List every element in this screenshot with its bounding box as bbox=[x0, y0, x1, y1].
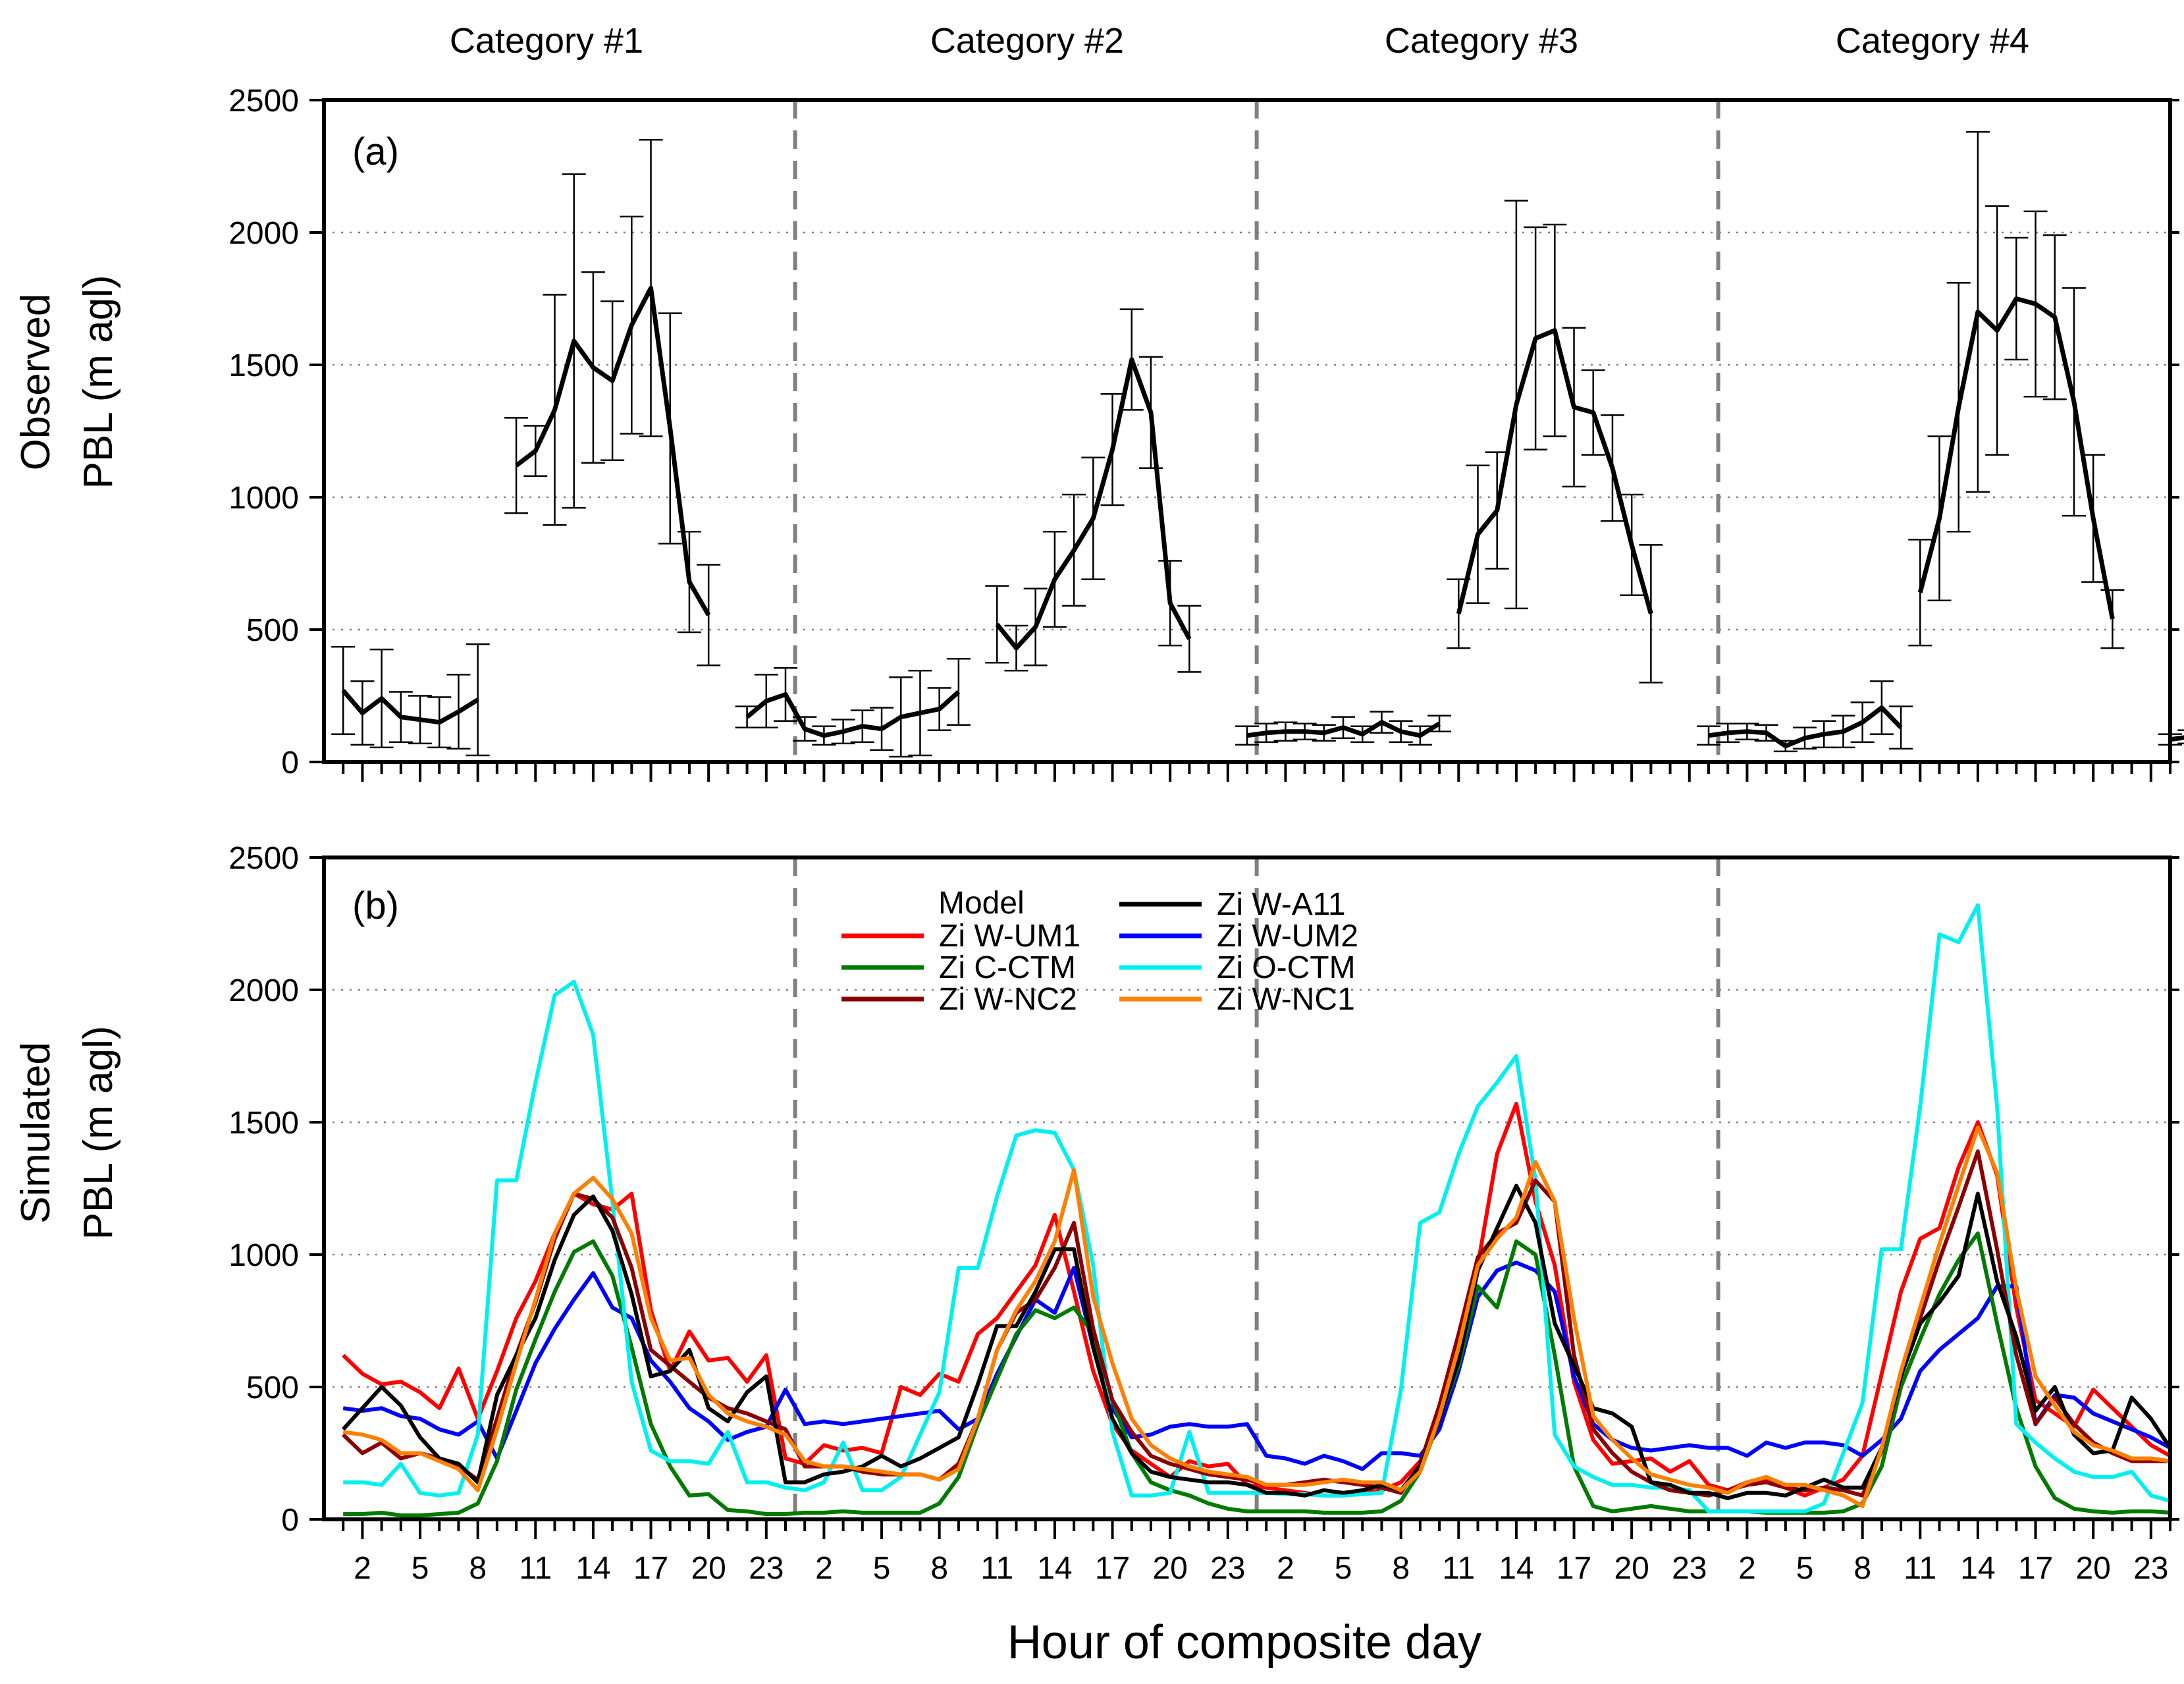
x-tick-label: 2 bbox=[354, 1551, 371, 1586]
panel-a-y-tick-label: 1000 bbox=[228, 481, 299, 516]
x-tick-label: 17 bbox=[2018, 1551, 2053, 1586]
panel-a-y-tick-label: 0 bbox=[281, 746, 299, 780]
x-tick-label: 8 bbox=[469, 1551, 487, 1586]
panel-a-ylabel-line2: PBL (m agl) bbox=[76, 275, 121, 489]
x-tick-label: 8 bbox=[1392, 1551, 1410, 1586]
x-tick-label: 20 bbox=[1152, 1551, 1187, 1586]
x-tick-label: 5 bbox=[1335, 1551, 1352, 1586]
legend-label-zi-w-nc1: Zi W-NC1 bbox=[1217, 982, 1355, 1017]
x-tick-label: 14 bbox=[1499, 1551, 1533, 1586]
x-tick-label: 17 bbox=[1095, 1551, 1130, 1586]
panel-a-y-tick-label: 2000 bbox=[228, 216, 299, 251]
x-tick-label: 20 bbox=[691, 1551, 726, 1586]
legend-label-zi-c-ctm: Zi C-CTM bbox=[939, 950, 1076, 985]
x-tick-label: 11 bbox=[1904, 1551, 1936, 1586]
legend-label-zi-w-um1: Zi W-UM1 bbox=[939, 919, 1080, 954]
x-tick-label: 23 bbox=[2133, 1551, 2168, 1586]
category-label-1: Category #1 bbox=[450, 21, 643, 61]
x-tick-label: 14 bbox=[1960, 1551, 1995, 1586]
legend-label-zi-w-a11: Zi W-A11 bbox=[1217, 887, 1346, 922]
series-line-observed bbox=[745, 690, 961, 738]
panel-b-label: (b) bbox=[352, 884, 399, 927]
panel-a-ylabel-line1: Observed bbox=[13, 294, 59, 471]
legend-label-zi-w-um2: Zi W-UM2 bbox=[1217, 919, 1358, 954]
series-line-observed bbox=[341, 689, 479, 725]
panel-a-y-tick-label: 1500 bbox=[228, 348, 299, 383]
panel-a-y-tick-label: 2500 bbox=[228, 84, 299, 119]
series-line-observed bbox=[2170, 735, 2184, 742]
x-tick-label: 2 bbox=[815, 1551, 833, 1586]
panel-b-ylabel-line1: Simulated bbox=[13, 1042, 59, 1224]
panel-a-label: (a) bbox=[352, 130, 399, 173]
x-tick-label: 14 bbox=[1037, 1551, 1072, 1586]
x-tick-label: 5 bbox=[1796, 1551, 1814, 1586]
legend-title: Model bbox=[938, 886, 1025, 921]
category-label-4: Category #4 bbox=[1836, 21, 2029, 61]
legend-label-zi-w-nc2: Zi W-NC2 bbox=[939, 982, 1077, 1017]
x-tick-label: 17 bbox=[633, 1551, 668, 1586]
panel-b-plot-area bbox=[324, 857, 2170, 1519]
x-axis-title: Hour of composite day bbox=[1007, 1616, 1481, 1669]
series-line-zi-w-um1 bbox=[342, 1101, 2171, 1498]
x-tick-label: 23 bbox=[1672, 1551, 1707, 1586]
x-tick-label: 14 bbox=[575, 1551, 610, 1586]
x-tick-label: 11 bbox=[980, 1551, 1013, 1586]
series-line-zi-w-um2 bbox=[342, 1261, 2171, 1471]
category-label-3: Category #3 bbox=[1385, 21, 1578, 61]
panel-b-y-tick-label: 0 bbox=[281, 1503, 299, 1538]
panel-a-plot-area bbox=[324, 100, 2170, 762]
x-tick-label: 20 bbox=[2075, 1551, 2110, 1586]
x-tick-label: 8 bbox=[1853, 1551, 1871, 1586]
x-tick-label: 23 bbox=[749, 1551, 784, 1586]
panel-b-ylabel-line2: PBL (m agl) bbox=[76, 1025, 121, 1239]
legend-label-zi-o-ctm: Zi O-CTM bbox=[1217, 950, 1356, 985]
x-tick-label: 20 bbox=[1614, 1551, 1649, 1586]
x-tick-label: 23 bbox=[1210, 1551, 1245, 1586]
x-tick-label: 2 bbox=[1277, 1551, 1294, 1586]
panel-b-y-tick-label: 500 bbox=[246, 1371, 299, 1405]
category-label-2: Category #2 bbox=[930, 21, 1124, 61]
x-tick-label: 5 bbox=[412, 1551, 429, 1586]
x-tick-label: 11 bbox=[1442, 1551, 1475, 1586]
panel-b-y-tick-label: 2000 bbox=[228, 973, 299, 1008]
panel-b-y-tick-label: 1500 bbox=[228, 1106, 299, 1141]
panel-b-y-tick-label: 2500 bbox=[228, 841, 299, 876]
x-tick-label: 8 bbox=[930, 1551, 948, 1586]
series-line-zi-o-ctm bbox=[343, 903, 2171, 1513]
series-line-zi-w-nc1 bbox=[342, 1126, 2171, 1508]
x-tick-label: 5 bbox=[873, 1551, 891, 1586]
panel-b-y-tick-label: 1000 bbox=[228, 1238, 299, 1273]
series-line-zi-w-a11 bbox=[341, 1183, 2172, 1500]
x-tick-label: 17 bbox=[1557, 1551, 1591, 1586]
panel-a-y-tick-label: 500 bbox=[246, 613, 299, 648]
x-tick-label: 2 bbox=[1738, 1551, 1756, 1586]
x-tick-label: 11 bbox=[519, 1551, 552, 1586]
